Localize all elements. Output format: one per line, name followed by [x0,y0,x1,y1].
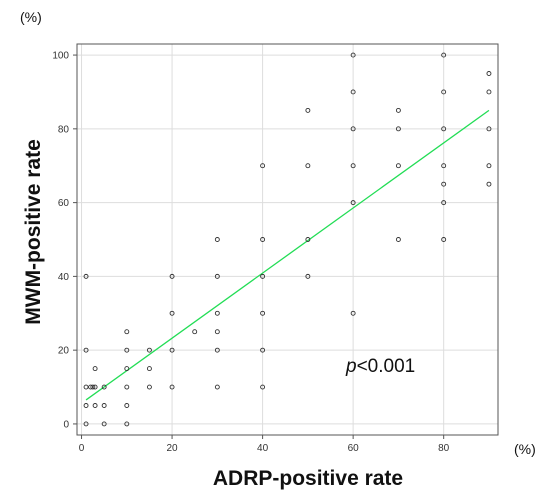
data-point [305,163,311,169]
x-tick-label: 40 [257,443,269,454]
data-point [260,347,266,353]
data-point [214,347,220,353]
data-point [350,126,356,132]
regression-line [85,109,490,401]
data-point [214,237,220,242]
data-point [90,384,96,390]
data-point [92,384,98,390]
data-point [101,421,107,427]
data-point [305,273,311,279]
data-point [169,310,175,316]
data-points [83,52,492,427]
data-point [124,366,130,372]
data-point [260,273,266,279]
data-point [260,310,266,316]
x-tick-label: 20 [167,443,179,454]
data-point [169,384,175,390]
x-tick-label: 0 [79,443,85,454]
data-point [260,163,266,169]
data-point [441,126,447,132]
data-point [350,163,356,169]
data-point [101,384,107,390]
data-point [169,347,175,353]
y-tick-label: 100 [52,51,69,62]
data-point [146,347,152,353]
y-tick-label: 40 [58,272,70,283]
data-point [441,181,447,187]
data-point [260,237,266,242]
data-point [83,347,89,353]
data-point [350,89,356,95]
data-point [124,347,130,353]
data-point [486,89,492,95]
y-tick-label: 60 [58,198,70,209]
data-point [124,403,130,408]
data-point [92,403,98,408]
data-point [350,200,356,206]
data-point [395,126,401,132]
data-point [192,329,198,335]
data-point [169,273,175,279]
data-point [124,384,130,390]
data-point [214,310,220,316]
data-point [441,89,447,95]
p-value-annotation: p<0.001 [345,356,415,377]
data-point [486,181,492,187]
plot-frame [76,43,499,436]
data-point [305,237,311,242]
x-tick-labels: 0 20 40 60 80 [79,435,450,454]
data-point [214,384,220,390]
p-symbol: p [345,356,357,377]
data-point [441,237,447,242]
data-point [350,310,356,316]
data-point [305,107,311,113]
x-unit-label: (%) [514,441,536,457]
data-point [486,163,492,169]
data-point [260,384,266,390]
y-axis-title: MWM-positive rate [22,139,45,325]
data-point [146,366,152,372]
plot-area [77,44,498,435]
data-point [395,107,401,113]
data-point [124,421,130,427]
data-point [83,384,89,390]
x-tick-label: 80 [438,443,450,454]
y-tick-labels: 0 20 40 60 80 100 [52,51,77,430]
data-point [101,403,107,408]
data-point [214,329,220,335]
y-unit-label: (%) [20,9,42,25]
data-point [395,237,401,242]
x-axis-title: ADRP-positive rate [213,467,403,490]
y-tick-label: 0 [63,419,69,430]
data-point [486,126,492,132]
data-point [441,163,447,169]
data-point [441,200,447,206]
x-tick-label: 60 [348,443,360,454]
data-point [88,384,94,390]
data-point [83,403,89,408]
y-tick-label: 20 [58,346,70,357]
data-point [350,52,356,58]
data-point [92,366,98,372]
data-point [124,329,130,335]
data-point [83,421,89,427]
data-point [395,163,401,169]
data-point [486,71,492,76]
regression-line-group [85,109,490,401]
data-point [441,52,447,58]
data-point [214,273,220,279]
y-tick-label: 80 [58,124,70,135]
p-threshold: <0.001 [357,356,416,377]
data-point [83,273,89,279]
data-point [146,384,152,390]
